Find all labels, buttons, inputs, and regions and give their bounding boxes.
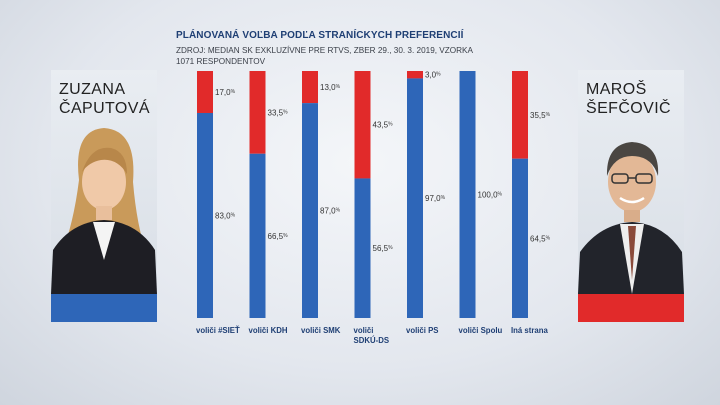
category-label-2-0: voliči SMK xyxy=(301,326,341,335)
category-label-5-0: voliči Spolu xyxy=(459,326,503,335)
label-blue-0: 83,0% xyxy=(215,211,236,220)
bar-red-1 xyxy=(249,71,266,154)
candidate-color-bar-caputova xyxy=(51,294,157,322)
bar-red-4 xyxy=(407,71,423,79)
candidate-name-sefcovic: MAROŠ ŠEFČOVIČ xyxy=(586,81,671,117)
label-red-0: 17,0% xyxy=(215,88,236,97)
bar-blue-5 xyxy=(459,71,476,318)
label-red-4: 3,0% xyxy=(425,71,441,80)
candidate-card-sefcovic: MAROŠ ŠEFČOVIČ xyxy=(578,70,684,322)
bar-red-0 xyxy=(197,71,213,113)
bar-blue-3 xyxy=(354,178,371,318)
category-label-4-0: voliči PS xyxy=(406,326,439,335)
bar-red-6 xyxy=(512,71,528,159)
label-blue-6: 64,5% xyxy=(530,234,551,243)
category-label-3-0: voliči xyxy=(354,326,374,335)
candidate-color-bar-sefcovic xyxy=(578,294,684,322)
label-red-6: 35,5% xyxy=(530,111,551,120)
label-red-3: 43,5% xyxy=(373,121,394,130)
category-label-0-0: voliči #SIEŤ xyxy=(196,326,240,335)
category-label-6-0: Iná strana xyxy=(511,326,548,335)
portrait-woman-icon xyxy=(51,128,157,294)
category-label-3-1: SDKÚ-DS xyxy=(354,336,390,345)
category-label-1-0: voliči KDH xyxy=(249,326,288,335)
label-blue-5: 100,0% xyxy=(478,191,503,200)
label-blue-4: 97,0% xyxy=(425,194,446,203)
label-blue-3: 56,5% xyxy=(373,244,394,253)
label-blue-1: 66,5% xyxy=(268,232,289,241)
bar-blue-0 xyxy=(197,112,213,319)
chart-subtitle: ZDROJ: MEDIAN SK EXKLUZÍVNE PRE RTVS, ZB… xyxy=(176,46,473,66)
candidate-name-caputova: ZUZANA ČAPUTOVÁ xyxy=(59,81,150,117)
bar-blue-4 xyxy=(407,78,423,318)
chart-title: PLÁNOVANÁ VOĽBA PODĽA STRANÍCKYCH PREFER… xyxy=(176,30,464,41)
bar-blue-2 xyxy=(302,103,318,318)
label-red-2: 13,0% xyxy=(320,83,341,92)
portrait-man-icon xyxy=(578,142,684,294)
bar-blue-6 xyxy=(512,158,528,318)
label-blue-2: 87,0% xyxy=(320,207,341,216)
bar-red-2 xyxy=(302,71,318,104)
label-red-1: 33,5% xyxy=(268,108,289,117)
bar-red-3 xyxy=(354,71,371,179)
candidate-card-caputova: ZUZANA ČAPUTOVÁ xyxy=(51,70,157,322)
bar-blue-1 xyxy=(249,153,266,318)
